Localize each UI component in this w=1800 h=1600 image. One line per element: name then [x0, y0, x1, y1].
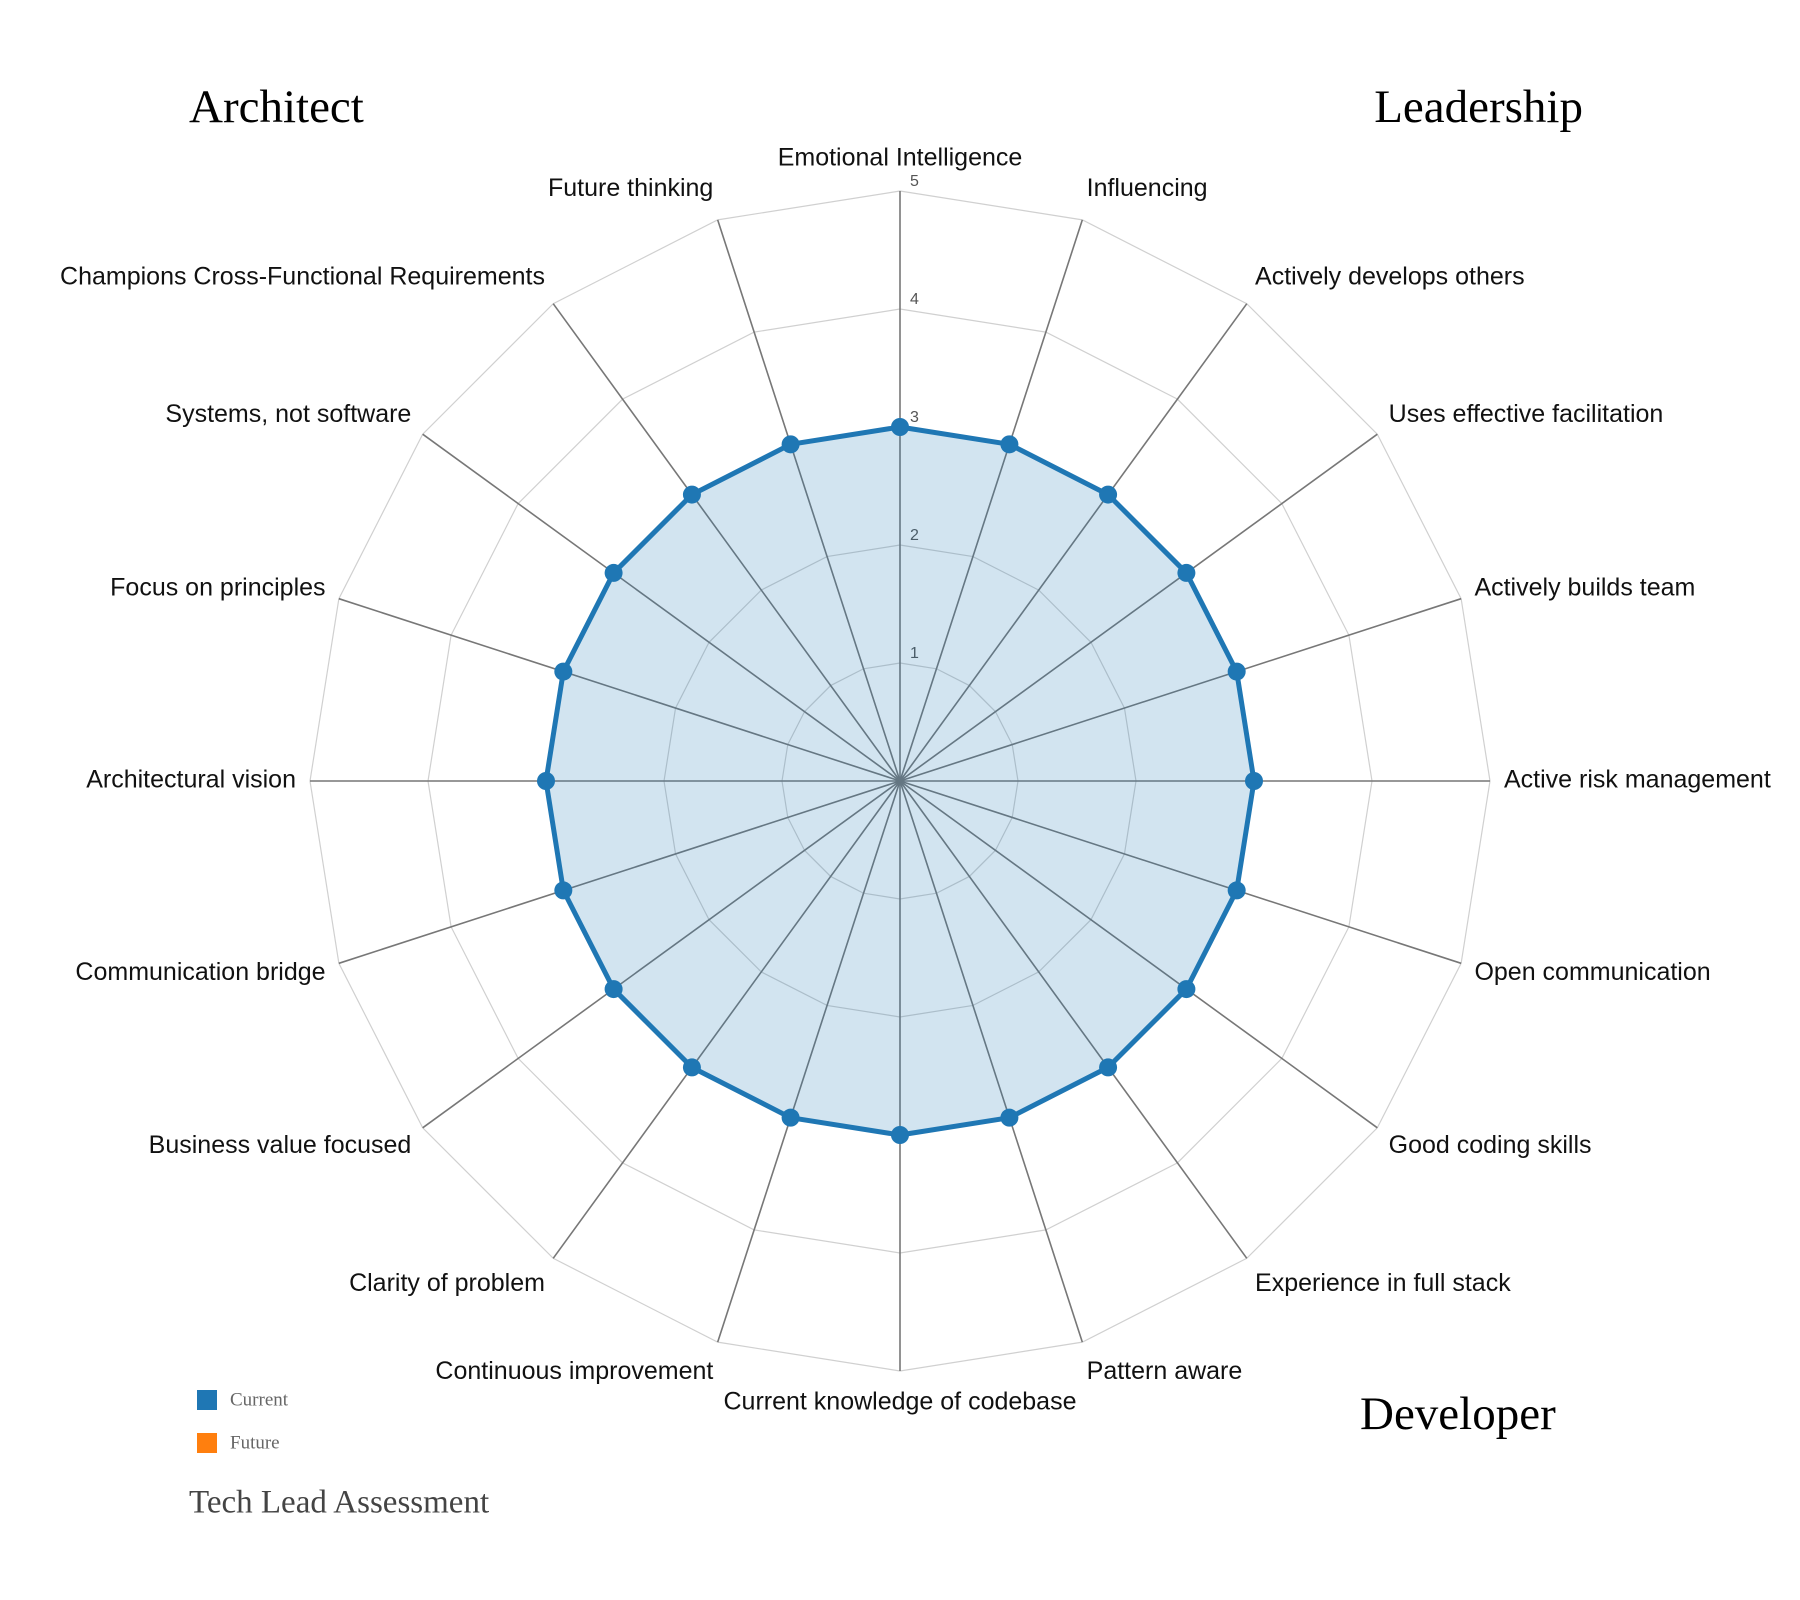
r-tick-label: 4 — [910, 291, 919, 308]
series-marker — [1177, 563, 1196, 582]
series-marker — [1227, 881, 1246, 900]
spoke — [899, 780, 1462, 965]
series-marker — [537, 772, 555, 790]
spoke — [552, 303, 901, 782]
series-marker — [682, 485, 701, 504]
category-label: Business value focused — [149, 1131, 412, 1159]
series-marker — [604, 980, 623, 999]
series-marker — [1177, 980, 1196, 999]
series-area — [543, 424, 1257, 1138]
spoke — [716, 219, 901, 782]
spoke — [899, 780, 1378, 1129]
category-label: Communication bridge — [75, 958, 325, 986]
chart-title: Tech Lead Assessment — [189, 1485, 489, 1521]
spoke — [422, 780, 901, 1129]
category-label: Pattern aware — [1087, 1357, 1243, 1385]
series-marker — [891, 418, 909, 436]
series-marker — [891, 1126, 909, 1144]
category-label: Future thinking — [548, 174, 713, 202]
category-label: Actively builds team — [1474, 573, 1695, 601]
legend-label: Current — [230, 1389, 289, 1410]
spoke — [552, 780, 901, 1259]
category-label: Open communication — [1474, 958, 1710, 986]
series-marker — [682, 1058, 701, 1077]
series-marker — [1099, 485, 1118, 504]
series-marker — [604, 563, 623, 582]
category-label: Focus on principles — [110, 573, 325, 601]
series-marker — [1245, 772, 1263, 790]
legend-label: Future — [230, 1432, 280, 1453]
spoke — [899, 597, 1462, 782]
category-label: Continuous improvement — [435, 1357, 713, 1385]
r-tick-label: 3 — [910, 409, 919, 426]
category-label: Clarity of problem — [349, 1269, 545, 1297]
category-label: Actively develops others — [1255, 262, 1525, 290]
spoke — [422, 433, 901, 782]
category-label: Active risk management — [1504, 766, 1771, 794]
spoke — [899, 303, 1248, 782]
group-label: Leadership — [1374, 81, 1583, 133]
series-marker — [554, 662, 573, 681]
category-label: Influencing — [1087, 174, 1208, 202]
legend-swatch — [197, 1390, 217, 1410]
category-label: Experience in full stack — [1255, 1269, 1511, 1297]
spoke — [899, 433, 1378, 782]
spoke — [716, 780, 901, 1343]
spoke — [899, 780, 1084, 1343]
series-marker — [1099, 1058, 1118, 1077]
spoke — [338, 597, 901, 782]
category-label: Emotional Intelligence — [778, 144, 1023, 172]
group-label: Architect — [189, 81, 364, 133]
series-marker — [781, 435, 800, 454]
r-tick-label: 2 — [910, 527, 919, 544]
category-label: Current knowledge of codebase — [723, 1388, 1076, 1416]
category-label: Architectural vision — [86, 766, 296, 794]
series-marker — [1000, 435, 1019, 454]
r-tick-label: 5 — [910, 173, 919, 190]
category-label: Systems, not software — [165, 400, 411, 428]
spoke — [338, 780, 901, 965]
spoke — [899, 219, 1084, 782]
spoke — [899, 780, 1248, 1259]
series-marker — [554, 881, 573, 900]
series-marker — [1000, 1108, 1019, 1127]
series-marker — [1227, 662, 1246, 681]
category-label: Champions Cross-Functional Requirements — [60, 262, 545, 290]
category-label: Uses effective facilitation — [1389, 400, 1664, 428]
category-label: Good coding skills — [1389, 1131, 1592, 1159]
r-tick-label: 1 — [910, 645, 919, 662]
series-marker — [781, 1108, 800, 1127]
group-label: Developer — [1360, 1388, 1556, 1440]
legend-swatch — [197, 1433, 217, 1453]
